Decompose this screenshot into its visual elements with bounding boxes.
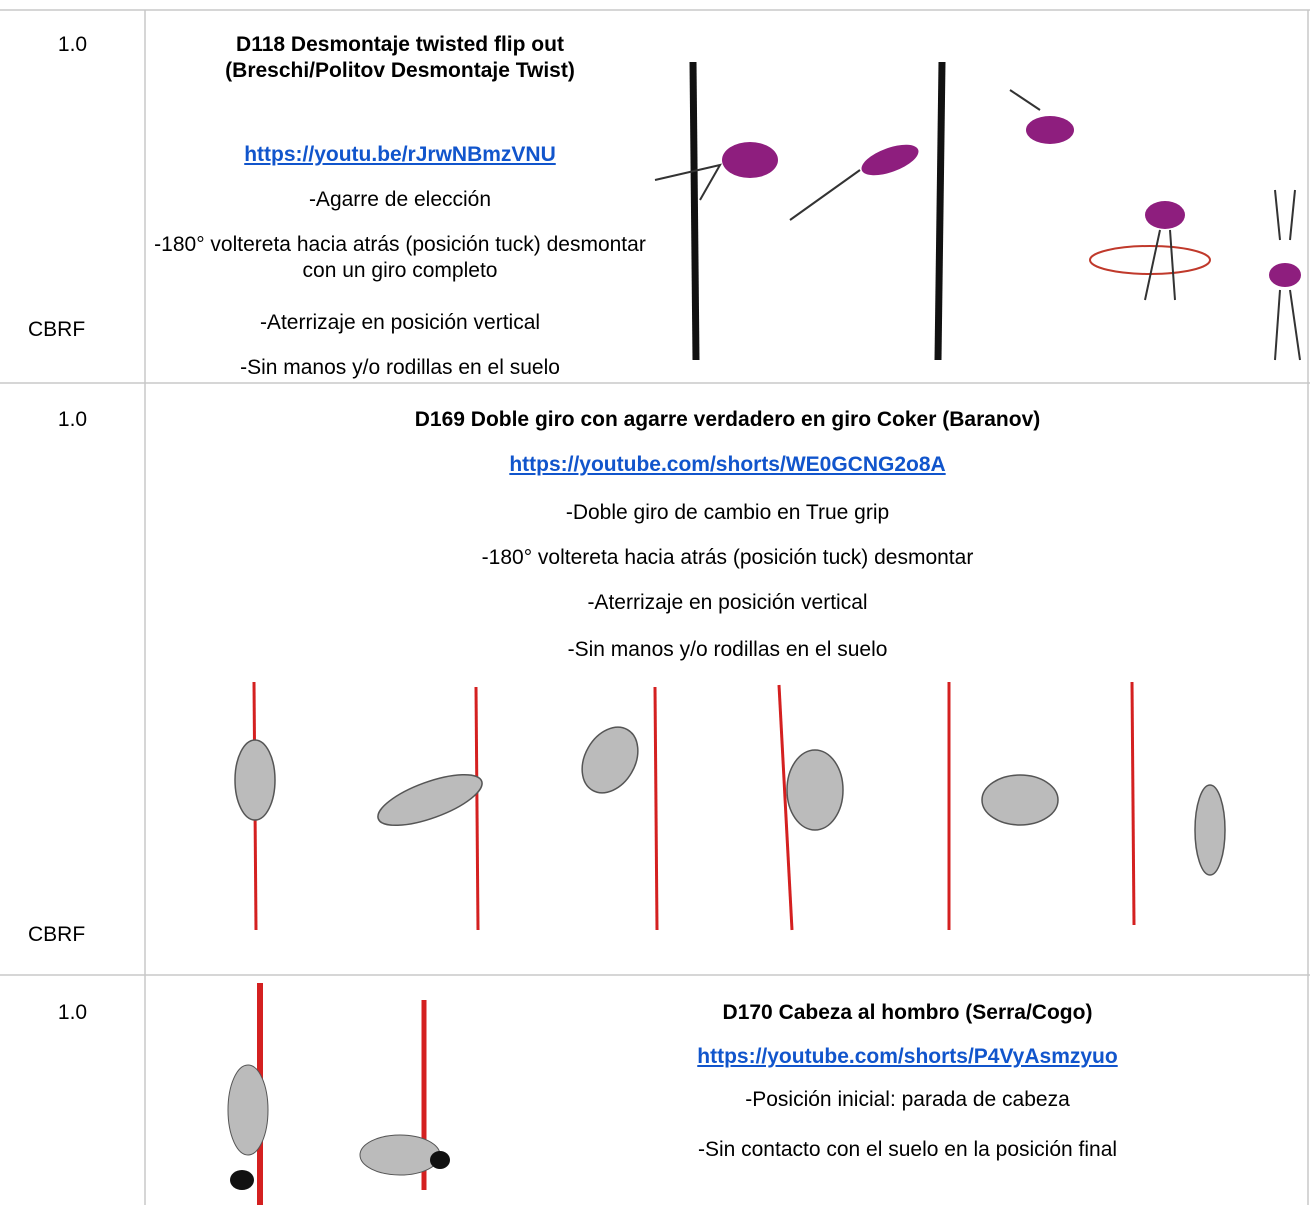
requirement: -Aterrizaje en posición vertical — [259, 311, 541, 334]
requirement: -Sin manos y/o rodillas en el suelo — [240, 356, 560, 379]
requirement: -Aterrizaje en posición vertical — [587, 591, 868, 614]
requirement: -Doble giro de cambio en True grip — [565, 501, 890, 524]
score: 1.0 — [57, 33, 88, 56]
video-link[interactable]: https://youtu.be/rJrwNBmzVNU — [244, 143, 556, 166]
requirement: -180° voltereta hacia atrás (posición tu… — [481, 546, 974, 569]
video-link[interactable]: https://youtube.com/shorts/WE0GCNG2o8A — [509, 453, 946, 476]
illustration-d169 — [234, 681, 1226, 931]
requirement: -Sin manos y/o rodillas en el suelo — [567, 638, 888, 661]
requirement: -Sin contacto con el suelo en la posició… — [697, 1138, 1118, 1161]
requirement: -180° voltereta hacia atrás (posición tu… — [154, 233, 646, 282]
element-title: D118 Desmontaje twisted flip out (Bresch… — [225, 33, 575, 82]
illustration-d170 — [227, 983, 450, 1205]
code: CBRF — [28, 923, 86, 946]
illustration-d118 — [654, 61, 1301, 361]
requirement: -Agarre de elección — [308, 188, 492, 211]
element-title: D169 Doble giro con agarre verdadero en … — [414, 408, 1041, 431]
requirement: -Posición inicial: parada de cabeza — [745, 1088, 1070, 1111]
element-title: D170 Cabeza al hombro (Serra/Cogo) — [722, 1001, 1093, 1024]
score: 1.0 — [57, 408, 88, 431]
score: 1.0 — [57, 1001, 88, 1024]
video-link[interactable]: https://youtube.com/shorts/P4VyAsmzyuo — [697, 1045, 1118, 1068]
code: CBRF — [28, 318, 86, 341]
table-borders — [0, 9, 1310, 1205]
